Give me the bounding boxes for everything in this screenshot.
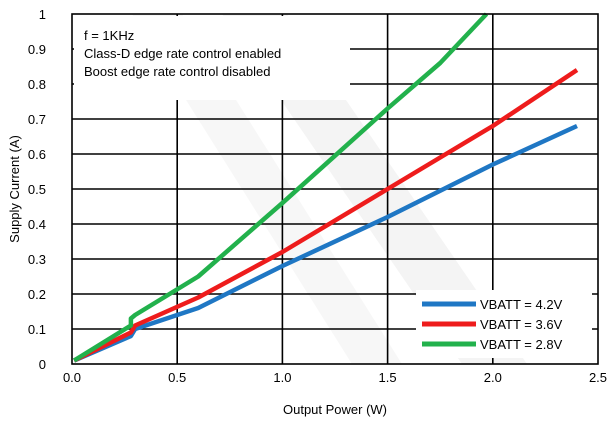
y-tick-label: 0.5: [28, 182, 46, 197]
annotation-line: Class-D edge rate control enabled: [84, 46, 281, 61]
annotation-line: Boost edge rate control disabled: [84, 64, 270, 79]
y-tick-label: 0.9: [28, 42, 46, 57]
y-tick-label: 1: [39, 7, 46, 22]
legend-label: VBATT = 4.2V: [480, 297, 563, 312]
series-line: [72, 12, 489, 363]
y-tick-label: 0: [39, 357, 46, 372]
y-tick-label: 0.7: [28, 112, 46, 127]
series-line: [73, 123, 578, 363]
y-tick-label: 0.2: [28, 287, 46, 302]
legend: VBATT = 4.2V VBATT = 3.6V VBATT = 2.8V: [416, 290, 592, 358]
y-axis-label: Supply Current (A): [7, 135, 22, 243]
plot-border: [71, 13, 599, 365]
x-tick-label: 1.5: [379, 370, 397, 385]
y-tick-label: 0.6: [28, 147, 46, 162]
x-tick-label: 0.5: [168, 370, 186, 385]
series-group: [72, 12, 579, 363]
x-tick-label: 1.0: [273, 370, 291, 385]
y-tick-label: 0.3: [28, 252, 46, 267]
legend-label: VBATT = 2.8V: [480, 337, 563, 352]
annotation-box: f = 1KHz Class-D edge rate control enabl…: [74, 16, 350, 100]
legend-label: VBATT = 3.6V: [480, 317, 563, 332]
y-tick-label: 0.4: [28, 217, 46, 232]
x-axis-label: Output Power (W): [283, 402, 387, 417]
plot-frame: [71, 13, 599, 365]
y-tick-label: 0.8: [28, 77, 46, 92]
x-tick-label: 0.0: [63, 370, 81, 385]
x-tick-label: 2.5: [589, 370, 607, 385]
y-tick-label: 0.1: [28, 322, 46, 337]
annotation-line: f = 1KHz: [84, 28, 134, 43]
tick-labels: 0.0 0.5 1.0 1.5 2.0 2.5 0 0.1 0.2 0.3 0.4 0.5 0.6 0.7…: [28, 7, 607, 385]
x-tick-label: 2.0: [484, 370, 502, 385]
series-line: [73, 68, 579, 363]
